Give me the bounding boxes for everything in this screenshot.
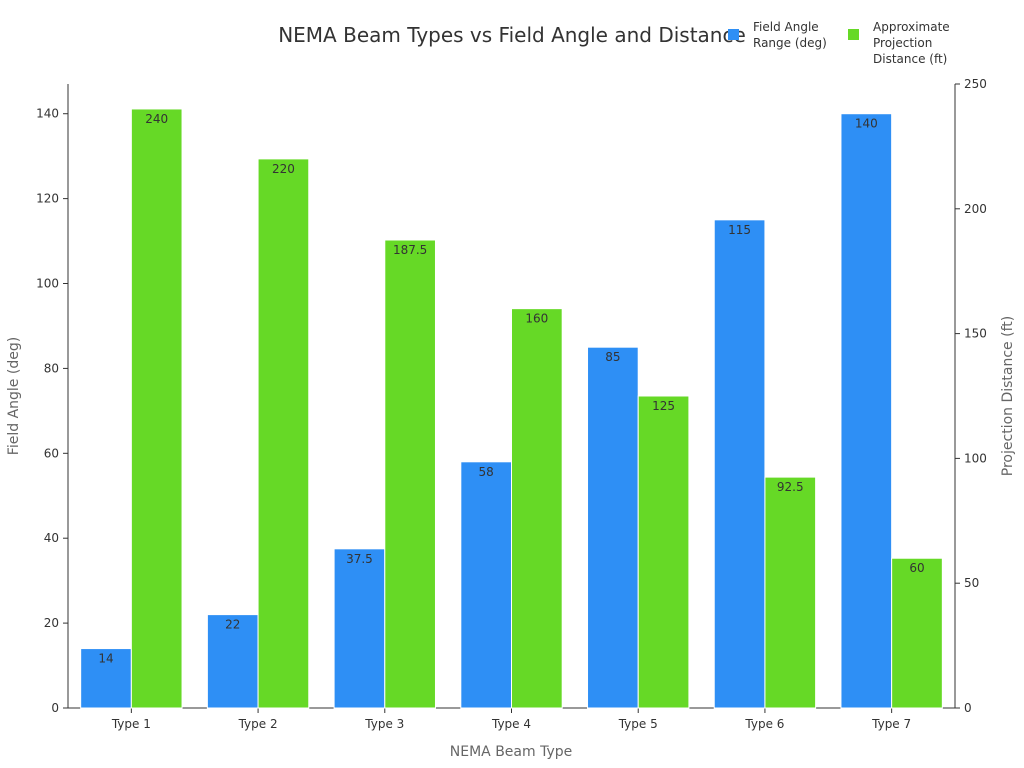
y-right-tick-label: 50 [964,576,979,590]
x-tick-label: Type 5 [618,717,658,731]
x-tick-label: Type 1 [111,717,151,731]
projection-distance-bar [891,557,943,709]
y-left-tick-label: 100 [36,277,59,291]
field-angle-bar [840,113,893,709]
y-left-tick-label: 0 [51,701,59,715]
chart-title: NEMA Beam Types vs Field Angle and Dista… [278,23,746,47]
bars [80,108,943,709]
field-angle-bar [80,648,132,709]
y-right-tick-label: 250 [964,77,987,91]
y-right-tick-label: 100 [964,451,987,465]
bar-labels: 14 240 22 220 37.5 187.5 58 160 85 125 115 92.5 140 6… [98,112,924,666]
projection-distance-value-label: 160 [525,312,548,326]
field-angle-bar [587,346,639,709]
legend-label-field-angle: Field Angle Range (deg) [753,20,827,50]
y-left-tick-label: 40 [44,531,59,545]
field-angle-bar [713,219,766,709]
legend-swatch-projection-distance [848,29,859,40]
projection-distance-bar [511,308,563,709]
projection-distance-bar [384,239,436,709]
y-right-tick-label: 0 [964,701,972,715]
legend: Field Angle Range (deg) Approximate Project… [728,20,950,66]
field-angle-value-label: 85 [605,350,620,364]
legend-swatch-field-angle [728,29,739,40]
y-right-tick-label: 200 [964,202,987,216]
projection-distance-value-label: 187.5 [393,243,427,257]
field-angle-value-label: 37.5 [346,552,373,566]
axes: 0 20 40 60 80 100 120 140 0 50 100 150 200 250 Type 1 T… [36,77,987,731]
x-tick-label: Type 3 [364,717,404,731]
projection-distance-bar [130,108,183,709]
projection-distance-bar [637,395,690,709]
projection-distance-bar [764,476,817,709]
projection-distance-value-label: 240 [145,112,168,126]
y-left-tick-label: 120 [36,192,59,206]
field-angle-value-label: 140 [855,117,878,131]
y-left-tick-label: 80 [44,361,59,375]
y-left-tick-label: 60 [44,446,59,460]
y-left-tick-label: 20 [44,616,59,630]
legend-label-projection-distance: Approximate Projection Distance (ft) [873,20,950,66]
x-tick-label: Type 2 [238,717,278,731]
x-tick-label: Type 4 [491,717,531,731]
x-tick-label: Type 6 [744,717,784,731]
projection-distance-value-label: 92.5 [777,480,804,494]
x-tick-label: Type 7 [871,717,911,731]
y-axis-left-label: Field Angle (deg) [6,337,22,455]
field-angle-value-label: 58 [479,465,494,479]
projection-distance-value-label: 60 [909,561,924,575]
field-angle-value-label: 115 [728,223,751,237]
field-angle-bar [333,548,386,709]
field-angle-bar [460,461,513,709]
projection-distance-bar [257,158,310,709]
field-angle-value-label: 14 [98,652,113,666]
y-axis-right-label: Projection Distance (ft) [1000,316,1016,476]
field-angle-value-label: 22 [225,618,240,632]
y-left-tick-label: 140 [36,107,59,121]
y-right-tick-label: 150 [964,327,987,341]
x-axis-label: NEMA Beam Type [450,744,572,760]
projection-distance-value-label: 125 [652,399,675,413]
projection-distance-value-label: 220 [272,162,295,176]
